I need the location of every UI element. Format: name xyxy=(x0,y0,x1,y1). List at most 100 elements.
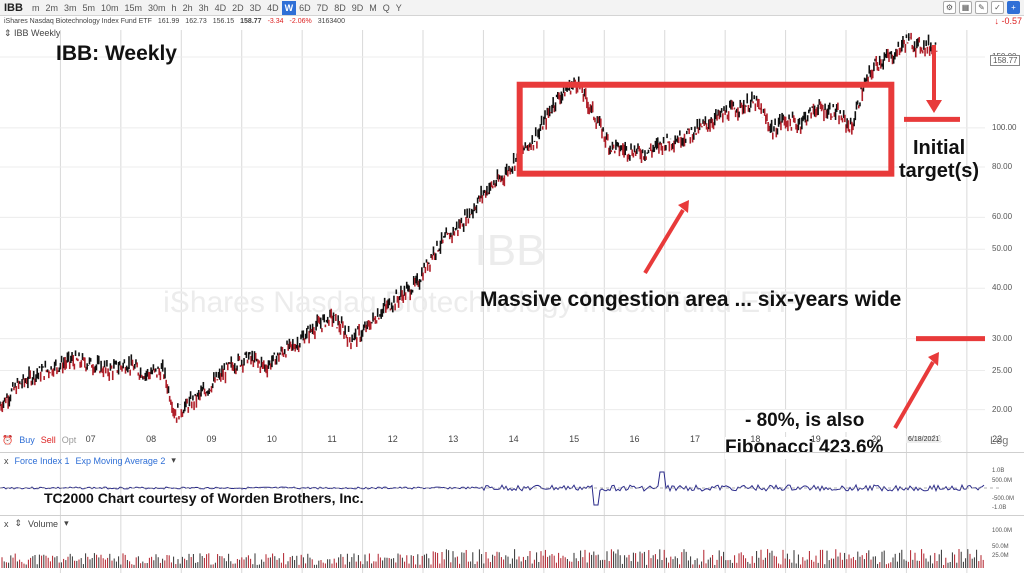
quote-info-bar: iShares Nasdaq Biotechnology Index Fund … xyxy=(0,16,1024,26)
close-panel-icon[interactable]: x xyxy=(4,455,9,466)
settings-icon[interactable]: ⚙ xyxy=(943,1,956,14)
alert-icon[interactable]: ⏰ xyxy=(2,435,14,445)
x-tick-label: 20 xyxy=(871,434,882,444)
force-tick-label: -1.0B xyxy=(992,505,1007,511)
volume-value: 3163400 xyxy=(317,17,345,25)
chart-label[interactable]: ⇕ IBB Weekly xyxy=(4,28,61,38)
congestion-arrow-shaft xyxy=(643,208,685,275)
timeframe-17[interactable]: 8D xyxy=(334,2,346,13)
y-tick-label: 30.00 xyxy=(992,333,1013,343)
fib-annotation-line1: - 80%, is also xyxy=(745,410,865,432)
volume-tick-label: 25.0M xyxy=(992,553,1009,559)
checkmark-icon[interactable]: ✓ xyxy=(991,1,1004,14)
panel-divider-1 xyxy=(0,452,1024,453)
chart-title-annotation: IBB: Weekly xyxy=(56,42,177,65)
toolbar: IBB m 2m 3m 5m 10m 15m 30m h 2h 3h 4D 2D 3D 4D W 6D 7D 8D… xyxy=(0,0,1024,16)
x-tick-label: 22 xyxy=(992,434,1003,444)
credit-annotation: TC2000 Chart courtesy of Worden Brothers… xyxy=(44,490,364,506)
x-tick-label: 07 xyxy=(85,434,96,444)
draw-icon[interactable]: ✎ xyxy=(975,1,988,14)
opt-button[interactable]: Opt xyxy=(61,435,77,445)
x-tick-label: 13 xyxy=(448,434,459,444)
add-indicator-icon[interactable]: + xyxy=(1007,1,1020,14)
force-index-label[interactable]: Force Index 1 xyxy=(14,455,70,466)
volume-label[interactable]: Volume xyxy=(28,518,59,529)
timeframe-18[interactable]: 9D xyxy=(351,2,364,13)
timeframe-4[interactable]: 10m xyxy=(101,2,119,13)
timeframe-21[interactable]: Y xyxy=(395,2,402,13)
timeframe-8[interactable]: 2h xyxy=(182,2,193,13)
panel-divider-2 xyxy=(0,515,1024,516)
timeframe-11[interactable]: 2D xyxy=(232,2,244,13)
y-tick-label: 20.00 xyxy=(992,404,1013,414)
percent-change: -2.06% xyxy=(289,17,312,25)
y-tick-label: 25.00 xyxy=(992,365,1013,375)
close-value: 158.77 xyxy=(240,17,262,25)
cursor-date: 6/18/2021 xyxy=(906,436,942,443)
y-tick-label: 100.00 xyxy=(992,122,1017,132)
close-volume-icon[interactable]: x xyxy=(4,518,9,529)
x-tick-label: 09 xyxy=(206,434,217,444)
toolbar-right: ⚙ ▦ ✎ ✓ + xyxy=(943,1,1020,14)
x-tick-label: 08 xyxy=(146,434,157,444)
low-value: 156.15 xyxy=(212,17,235,25)
y-tick-label: 40.00 xyxy=(992,283,1013,293)
volume-label-icon: ⇕ xyxy=(14,518,23,528)
down-arrow-head xyxy=(926,100,942,113)
target-annotation-line2: target(s) xyxy=(899,160,980,182)
fib-arrow-head xyxy=(928,352,939,366)
timeframe-16[interactable]: 7D xyxy=(316,2,329,13)
right-change-value: -0.57 xyxy=(1001,16,1022,26)
timeframe-13[interactable]: 4D xyxy=(267,2,279,13)
watermark-name: iShares Nasdaq Biotechnology Index Fund … xyxy=(163,286,797,319)
target-annotation-line1: Initial xyxy=(913,137,966,159)
layout-icon[interactable]: ▦ xyxy=(959,1,972,14)
symbol-label[interactable]: IBB xyxy=(4,1,23,14)
ema-label[interactable]: Exp Moving Average 2 xyxy=(75,455,166,466)
timeframe-3[interactable]: 5m xyxy=(82,2,95,13)
timeframe-12[interactable]: 3D xyxy=(249,2,262,13)
timeframe-20[interactable]: Q xyxy=(382,2,390,13)
force-index-line xyxy=(0,471,985,506)
x-tick-label: 14 xyxy=(508,434,519,444)
timeframe-7[interactable]: h xyxy=(171,2,177,13)
chart-label-text: IBB Weekly xyxy=(14,28,61,38)
timeframe-19[interactable]: M xyxy=(369,2,377,13)
open-value: 161.99 xyxy=(157,17,180,25)
right-change: ↓ -0.57 xyxy=(994,16,1022,26)
congestion-arrow-head xyxy=(678,200,689,213)
dropdown-icon[interactable]: ▾ xyxy=(171,455,176,465)
force-index-header: x Force Index 1 Exp Moving Average 2 ▾ xyxy=(0,454,1024,467)
high-value: 162.73 xyxy=(185,17,207,25)
x-tick-label: 12 xyxy=(387,434,398,444)
timeframe-15[interactable]: 6D xyxy=(299,2,311,13)
x-tick-label: 10 xyxy=(266,434,277,444)
y-tick-label: 50.00 xyxy=(992,244,1013,254)
x-tick-label: 15 xyxy=(569,434,580,444)
change-value: -3.34 xyxy=(267,17,284,25)
timeframe-10[interactable]: 4D xyxy=(214,2,227,13)
congestion-box xyxy=(516,81,895,177)
x-tick-label: 19 xyxy=(810,434,821,444)
x-tick-label: 17 xyxy=(689,434,700,444)
timeframe-0[interactable]: m xyxy=(31,2,40,13)
x-tick-label: 11 xyxy=(327,434,337,444)
force-tick-label: 1.0B xyxy=(992,468,1005,474)
fib-arrow-shaft xyxy=(893,361,935,429)
sell-button[interactable]: Sell xyxy=(40,435,56,445)
log-scale-toggle[interactable]: Log xyxy=(990,435,1009,447)
x-tick-label: 18 xyxy=(750,434,761,444)
timeframe-6[interactable]: 30m xyxy=(148,2,166,13)
last-price-tag: 158.77 xyxy=(990,55,1021,66)
buy-button[interactable]: Buy xyxy=(19,435,35,445)
volume-header: x ⇕ Volume ▾ xyxy=(0,517,1024,530)
timeframe-bar: m 2m 3m 5m 10m 15m 30m h 2h 3h 4D 2D 3D 4D W 6D 7D 8D 9D M Q… xyxy=(29,0,405,15)
timeframe-2[interactable]: 3m xyxy=(63,2,77,13)
timeframe-14[interactable]: W xyxy=(281,0,297,15)
volume-dropdown-icon[interactable]: ▾ xyxy=(64,518,69,528)
timeframe-5[interactable]: 15m xyxy=(124,2,143,13)
timeframe-9[interactable]: 3h xyxy=(198,2,209,13)
timeframe-1[interactable]: 2m xyxy=(45,2,58,13)
y-tick-label: 60.00 xyxy=(992,212,1013,222)
